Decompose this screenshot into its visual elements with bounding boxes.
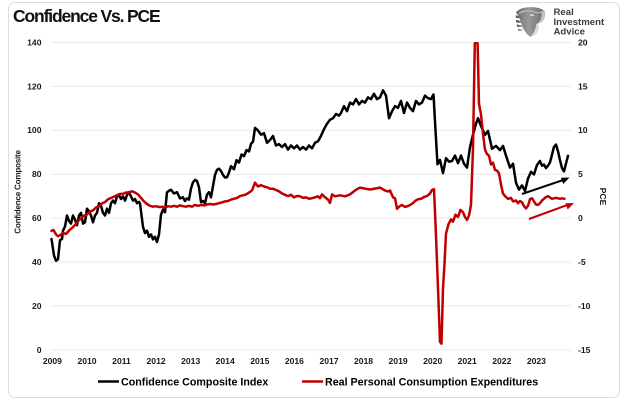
svg-text:2020: 2020 [423,356,442,366]
svg-text:60: 60 [32,213,42,223]
svg-text:2012: 2012 [147,356,166,366]
svg-text:0: 0 [37,345,42,355]
svg-text:2019: 2019 [389,356,408,366]
svg-text:-5: -5 [578,257,586,267]
svg-text:40: 40 [32,257,42,267]
svg-text:10: 10 [578,125,588,135]
svg-text:Advice: Advice [554,27,585,38]
svg-text:2021: 2021 [458,356,477,366]
svg-text:-15: -15 [578,345,591,355]
svg-text:Confidence Composite: Confidence Composite [14,150,23,234]
svg-text:15: 15 [578,81,588,91]
svg-text:2009: 2009 [43,356,62,366]
svg-text:2017: 2017 [319,356,338,366]
svg-text:2018: 2018 [354,356,373,366]
svg-text:Real Personal Consumption Expe: Real Personal Consumption Expenditures [325,377,538,389]
svg-text:2022: 2022 [492,356,511,366]
svg-text:20: 20 [578,37,588,47]
svg-text:0: 0 [578,213,583,223]
svg-text:2010: 2010 [77,356,96,366]
svg-text:80: 80 [32,169,42,179]
svg-text:20: 20 [32,301,42,311]
svg-text:120: 120 [27,81,42,91]
svg-text:2014: 2014 [216,356,235,366]
svg-text:PCE: PCE [598,188,608,206]
svg-text:Investment: Investment [554,17,605,28]
svg-text:2015: 2015 [250,356,269,366]
svg-text:Confidence Composite Index: Confidence Composite Index [121,377,268,389]
svg-text:140: 140 [27,37,42,47]
svg-text:2023: 2023 [527,356,546,366]
svg-text:5: 5 [578,169,583,179]
svg-text:-10: -10 [578,301,591,311]
svg-text:100: 100 [27,125,42,135]
svg-text:2011: 2011 [112,356,131,366]
svg-text:Real: Real [554,7,574,18]
svg-text:2016: 2016 [285,356,304,366]
svg-text:2013: 2013 [181,356,200,366]
